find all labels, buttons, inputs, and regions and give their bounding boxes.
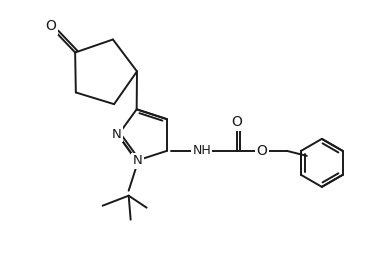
Text: NH: NH [192,144,211,157]
Text: O: O [256,144,267,158]
Text: O: O [46,20,56,34]
Text: O: O [231,115,242,129]
Text: N: N [112,127,122,140]
Text: N: N [133,154,143,167]
